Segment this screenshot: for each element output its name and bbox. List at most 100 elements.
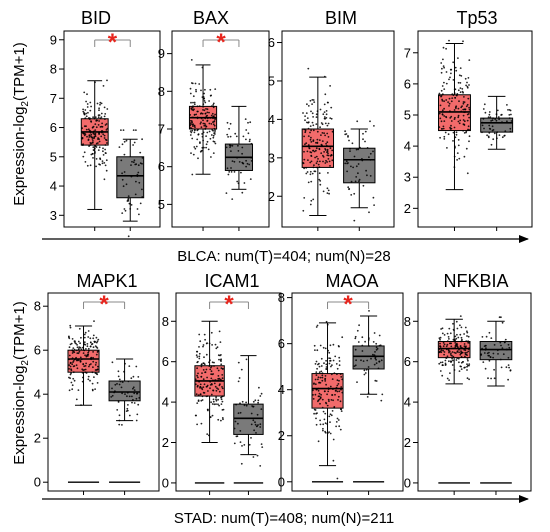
point-tumor-tp53 (451, 93, 454, 95)
point-tumor-mapk1 (73, 348, 76, 351)
point-normal-nfkbia (489, 356, 492, 358)
point-tumor-bim (331, 159, 334, 162)
point-normal-bim (355, 176, 358, 178)
point-tumor-tp53 (465, 105, 468, 108)
point-normal-bid (122, 185, 125, 188)
point-tumor-nfkbia (458, 351, 460, 354)
point-tumor-tp53 (445, 82, 448, 85)
point-normal-maoa (380, 399, 383, 402)
point-tumor-bim (327, 152, 329, 155)
significance-star-maoa: * (343, 291, 353, 318)
point-normal-icam1 (260, 408, 263, 410)
point-normal-bax (246, 162, 249, 165)
point-normal-icam1 (259, 426, 262, 428)
point-normal-bim (346, 162, 348, 165)
point-tumor-tp53 (454, 145, 456, 148)
point-tumor-bax (210, 114, 213, 117)
point-tumor-bax (208, 100, 211, 102)
point-tumor-bid (83, 113, 86, 116)
point-normal-bax (229, 146, 231, 149)
point-tumor-bax (212, 134, 215, 137)
point-tumor-maoa (340, 376, 343, 378)
point-tumor-icam1 (215, 399, 218, 402)
point-tumor-bid (103, 106, 106, 109)
point-tumor-nfkbia (455, 345, 457, 347)
point-tumor-icam1 (219, 341, 222, 343)
point-tumor-mapk1 (80, 348, 83, 351)
point-normal-bid (121, 212, 124, 215)
significance-star-bid: * (108, 29, 118, 56)
point-tumor-maoa (319, 402, 321, 405)
point-normal-bax (227, 136, 230, 138)
point-tumor-maoa (312, 398, 315, 400)
point-tumor-maoa (315, 360, 318, 363)
point-tumor-tp53 (455, 133, 458, 136)
point-tumor-tp53 (441, 67, 443, 70)
point-tumor-icam1 (202, 386, 205, 388)
panel-title-maoa: MAOA (325, 271, 378, 291)
point-normal-tp53 (481, 131, 483, 134)
point-normal-icam1 (255, 432, 257, 434)
point-normal-icam1 (238, 377, 241, 379)
point-tumor-mapk1 (83, 336, 86, 339)
box-normal-bid (116, 156, 145, 199)
point-tumor-mapk1 (82, 369, 85, 372)
point-tumor-tp53 (467, 113, 470, 115)
point-tumor-bid (89, 109, 92, 112)
point-normal-bim (373, 125, 375, 127)
point-tumor-nfkbia (442, 345, 445, 348)
point-tumor-nfkbia (466, 351, 468, 354)
point-tumor-nfkbia (439, 345, 441, 347)
point-tumor-bax (208, 130, 211, 133)
point-tumor-bid (85, 112, 88, 115)
point-tumor-tp53 (443, 81, 445, 84)
point-tumor-bim (326, 132, 329, 135)
point-tumor-bax (204, 112, 207, 115)
point-tumor-mapk1 (68, 368, 70, 370)
point-normal-nfkbia (493, 368, 495, 371)
point-tumor-icam1 (218, 330, 221, 333)
point-tumor-bim (326, 124, 329, 127)
point-normal-bid (124, 209, 127, 212)
point-tumor-tp53 (441, 99, 444, 102)
point-tumor-tp53 (458, 74, 461, 77)
point-normal-tp53 (481, 124, 484, 127)
point-normal-bid (137, 171, 140, 174)
point-tumor-bim (327, 136, 330, 138)
point-tumor-bim (313, 164, 315, 167)
point-tumor-mapk1 (72, 360, 75, 362)
y-tick-label-bim: 6 (268, 35, 275, 50)
point-tumor-maoa (338, 364, 341, 367)
point-tumor-bim (304, 131, 307, 134)
point-tumor-icam1 (206, 342, 209, 344)
point-normal-bim (355, 148, 358, 151)
point-normal-bax (237, 150, 240, 152)
point-tumor-bid (99, 158, 102, 161)
point-tumor-bim (304, 129, 307, 132)
point-tumor-icam1 (210, 383, 213, 385)
point-tumor-bax (214, 129, 216, 132)
point-tumor-nfkbia (450, 345, 453, 348)
point-tumor-mapk1 (87, 330, 90, 332)
point-tumor-bim (312, 198, 315, 201)
point-tumor-mapk1 (91, 371, 94, 374)
point-tumor-icam1 (200, 365, 203, 368)
point-tumor-icam1 (196, 350, 198, 353)
point-tumor-nfkbia (459, 346, 462, 348)
point-tumor-nfkbia (460, 326, 463, 329)
point-tumor-bax (195, 113, 198, 116)
point-tumor-maoa (326, 393, 328, 396)
point-tumor-maoa (314, 349, 316, 351)
point-tumor-tp53 (440, 71, 443, 74)
point-tumor-mapk1 (83, 349, 86, 352)
point-normal-tp53 (483, 103, 486, 106)
point-tumor-bax (213, 140, 216, 143)
point-tumor-maoa (317, 376, 320, 379)
point-tumor-bid (91, 136, 93, 139)
point-normal-mapk1 (126, 407, 129, 410)
point-tumor-bim (312, 140, 315, 143)
point-tumor-bid (101, 122, 103, 125)
point-tumor-bax (201, 112, 204, 115)
point-tumor-bid (92, 125, 95, 128)
point-tumor-bim (327, 122, 330, 125)
